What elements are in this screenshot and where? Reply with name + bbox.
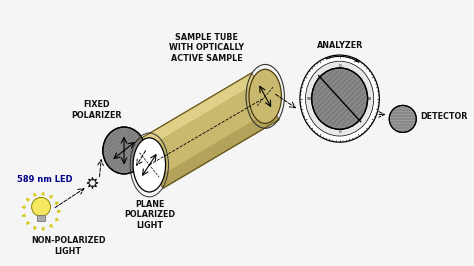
Polygon shape (136, 73, 279, 188)
Text: ANALYZER: ANALYZER (317, 41, 363, 50)
Polygon shape (136, 73, 257, 151)
Ellipse shape (312, 68, 367, 129)
Text: PLANE
POLARIZED
LIGHT: PLANE POLARIZED LIGHT (125, 200, 176, 230)
Text: DETECTOR: DETECTOR (420, 112, 467, 121)
Polygon shape (157, 109, 279, 188)
Ellipse shape (133, 138, 165, 192)
Ellipse shape (32, 197, 51, 216)
Ellipse shape (306, 61, 374, 136)
FancyBboxPatch shape (37, 214, 45, 221)
Text: 90: 90 (367, 97, 372, 101)
Circle shape (389, 105, 416, 132)
Ellipse shape (249, 69, 282, 123)
Text: 0: 0 (338, 64, 341, 68)
Text: SAMPLE TUBE
WITH OPTICALLY
ACTIVE SAMPLE: SAMPLE TUBE WITH OPTICALLY ACTIVE SAMPLE (169, 33, 244, 63)
Text: 589 nm LED: 589 nm LED (17, 175, 73, 184)
Ellipse shape (103, 127, 145, 174)
Text: 90: 90 (307, 97, 312, 101)
Text: 0: 0 (338, 130, 341, 134)
Ellipse shape (300, 55, 379, 142)
Text: NON-POLARIZED
LIGHT: NON-POLARIZED LIGHT (31, 236, 105, 256)
Text: FIXED
POLARIZER: FIXED POLARIZER (72, 101, 122, 120)
